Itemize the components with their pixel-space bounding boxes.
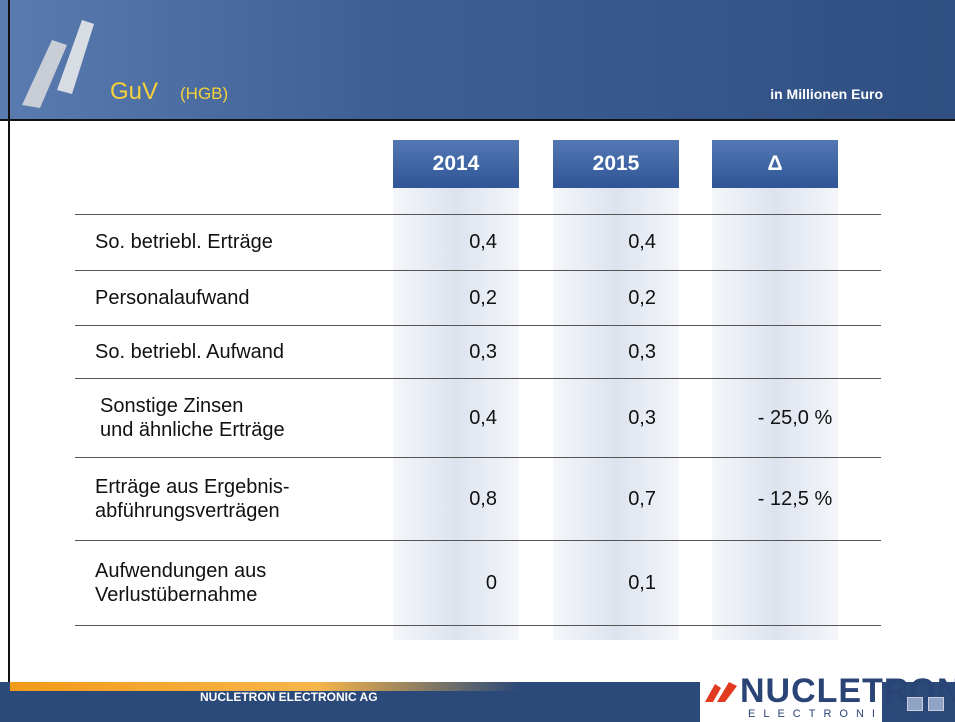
left-border — [8, 0, 10, 682]
row-label: So. betriebl. Erträge — [95, 231, 273, 253]
next-button[interactable] — [928, 697, 944, 711]
unit-note: in Millionen Euro — [770, 86, 883, 102]
column-header: 2014 — [393, 140, 519, 188]
row-label: Aufwendungen aus Verlustübernahme — [95, 559, 267, 606]
header-band — [0, 0, 955, 121]
row-rule — [75, 270, 881, 271]
value-2015: 0,4 — [628, 231, 656, 253]
value-2014: 0,8 — [469, 487, 497, 510]
value-2015: 0,2 — [628, 286, 656, 309]
value-2014: 0,4 — [469, 406, 497, 429]
footer-stripe — [10, 682, 520, 691]
column-shade — [553, 188, 679, 640]
value-delta: - 12,5 % — [757, 487, 833, 510]
column-shade — [712, 188, 838, 640]
row-rule — [75, 378, 881, 379]
title: GuV — [110, 78, 159, 105]
value-2015: 0,3 — [628, 340, 656, 363]
column-header: 2015 — [553, 140, 679, 188]
row-rule — [75, 540, 881, 541]
logo-box — [700, 668, 882, 722]
row-label: Personalaufwand — [95, 286, 250, 309]
value-2014: 0 — [485, 571, 497, 594]
row-rule — [75, 625, 881, 626]
value-delta: - 25,0 % — [757, 406, 833, 429]
row-rule — [75, 214, 881, 215]
value-2014: 0,3 — [469, 340, 497, 363]
value-2015: 0,7 — [628, 487, 656, 510]
row-rule — [75, 325, 881, 326]
logo-subtext: ELECTRONIC AG — [748, 708, 942, 720]
value-2015: 0,3 — [628, 406, 656, 429]
row-label: Sonstige Zinsen und ähnliche Erträge — [100, 394, 285, 441]
row-rule — [75, 457, 881, 458]
column-shade — [393, 188, 519, 640]
prev-button[interactable] — [907, 697, 923, 711]
row-label: So. betriebl. Aufwand — [95, 340, 285, 363]
row-label: Erträge aus Ergebnis- abführungsverträge… — [95, 475, 290, 522]
value-2015: 0,1 — [628, 571, 656, 594]
value-2014: 0,4 — [469, 231, 497, 253]
logo-graphic — [22, 20, 94, 108]
company-name: NUCLETRON ELECTRONIC AG — [200, 690, 378, 704]
logo-mark — [705, 682, 737, 702]
column-header: Δ — [712, 140, 838, 188]
subtitle: (HGB) — [180, 84, 229, 103]
value-2014: 0,2 — [469, 286, 497, 309]
